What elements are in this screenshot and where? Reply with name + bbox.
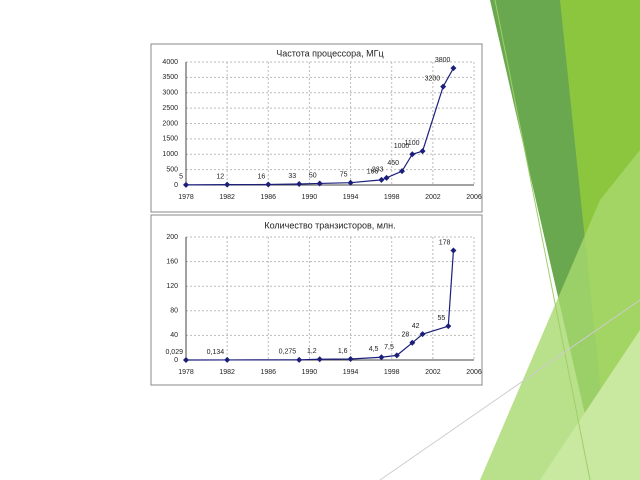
marker <box>183 181 189 188</box>
data-label: 0,134 <box>207 349 225 356</box>
data-label: 1,2 <box>307 348 317 355</box>
y-tick-label: 2000 <box>162 120 178 127</box>
chart-title: Количество транзисторов, млн. <box>264 220 395 230</box>
data-label: 4,5 <box>369 346 379 353</box>
x-tick-label: 2006 <box>466 194 482 201</box>
marker <box>378 354 385 361</box>
marker <box>224 181 231 188</box>
data-label: 55 <box>437 315 445 322</box>
data-label: 7,5 <box>384 344 394 351</box>
marker <box>419 148 426 155</box>
y-tick-label: 200 <box>166 234 178 241</box>
y-tick-label: 0 <box>174 182 178 189</box>
y-tick-label: 160 <box>166 258 178 265</box>
data-label: 1000 <box>394 143 410 150</box>
data-label: 1100 <box>405 140 420 147</box>
marker <box>450 65 457 72</box>
data-label: 166 <box>367 169 379 176</box>
data-label: 33 <box>288 173 296 180</box>
x-tick-label: 1982 <box>219 369 235 376</box>
marker <box>347 356 354 363</box>
y-tick-label: 1000 <box>162 151 178 158</box>
y-tick-label: 3500 <box>162 74 178 81</box>
x-tick-label: 1986 <box>260 194 276 201</box>
marker <box>383 174 390 181</box>
marker <box>399 168 405 175</box>
data-label: 28 <box>401 332 409 339</box>
x-tick-label: 1990 <box>302 194 318 201</box>
chart-frame <box>150 43 483 213</box>
y-tick-label: 0 <box>174 357 178 364</box>
y-tick-label: 2500 <box>162 105 178 112</box>
data-label: 3800 <box>435 57 451 64</box>
marker <box>183 356 189 363</box>
marker <box>393 352 400 359</box>
chart-title: Частота процессора, МГц <box>276 48 383 58</box>
marker <box>265 181 272 188</box>
x-tick-label: 1994 <box>343 369 359 376</box>
chart-frame <box>150 214 483 386</box>
decor <box>379 299 640 480</box>
y-tick-label: 80 <box>170 308 178 315</box>
y-tick-label: 1500 <box>162 136 178 143</box>
data-label: 0,275 <box>279 349 297 356</box>
x-tick-label: 2002 <box>425 369 441 376</box>
data-label: 16 <box>257 173 265 180</box>
y-tick-label: 4000 <box>162 59 178 66</box>
marker <box>419 331 426 338</box>
marker <box>409 151 416 158</box>
decor <box>540 330 640 480</box>
data-label: 1,6 <box>338 348 348 355</box>
decor <box>494 0 591 480</box>
marker <box>296 180 303 187</box>
x-tick-label: 1998 <box>384 194 400 201</box>
marker <box>316 180 323 187</box>
marker <box>316 356 323 363</box>
x-tick-label: 2002 <box>425 194 441 201</box>
data-label: 0,029 <box>165 349 183 356</box>
data-label: 450 <box>387 160 399 167</box>
data-label: 233 <box>372 167 384 174</box>
x-tick-label: 1978 <box>178 194 194 201</box>
data-label: 50 <box>309 172 317 179</box>
x-tick-label: 2006 <box>466 369 482 376</box>
data-label: 12 <box>216 173 224 180</box>
y-tick-label: 3000 <box>162 90 178 97</box>
x-tick-label: 1998 <box>384 369 400 376</box>
marker <box>409 339 416 346</box>
y-tick-label: 500 <box>166 166 178 173</box>
marker <box>224 356 231 363</box>
x-tick-label: 1982 <box>219 194 235 201</box>
y-tick-label: 40 <box>170 332 178 339</box>
x-tick-label: 1994 <box>343 194 359 201</box>
data-label: 75 <box>340 172 348 179</box>
data-label: 3200 <box>425 75 441 82</box>
marker <box>445 323 452 330</box>
marker <box>378 176 385 183</box>
marker <box>347 179 354 186</box>
x-tick-label: 1990 <box>302 369 318 376</box>
marker <box>296 356 303 363</box>
marker <box>440 83 447 90</box>
data-label: 178 <box>439 239 451 246</box>
y-tick-label: 120 <box>166 283 178 290</box>
data-label: 5 <box>179 174 183 181</box>
data-label: 42 <box>412 323 420 330</box>
x-tick-label: 1978 <box>178 369 194 376</box>
marker <box>450 247 457 254</box>
x-tick-label: 1986 <box>260 369 276 376</box>
